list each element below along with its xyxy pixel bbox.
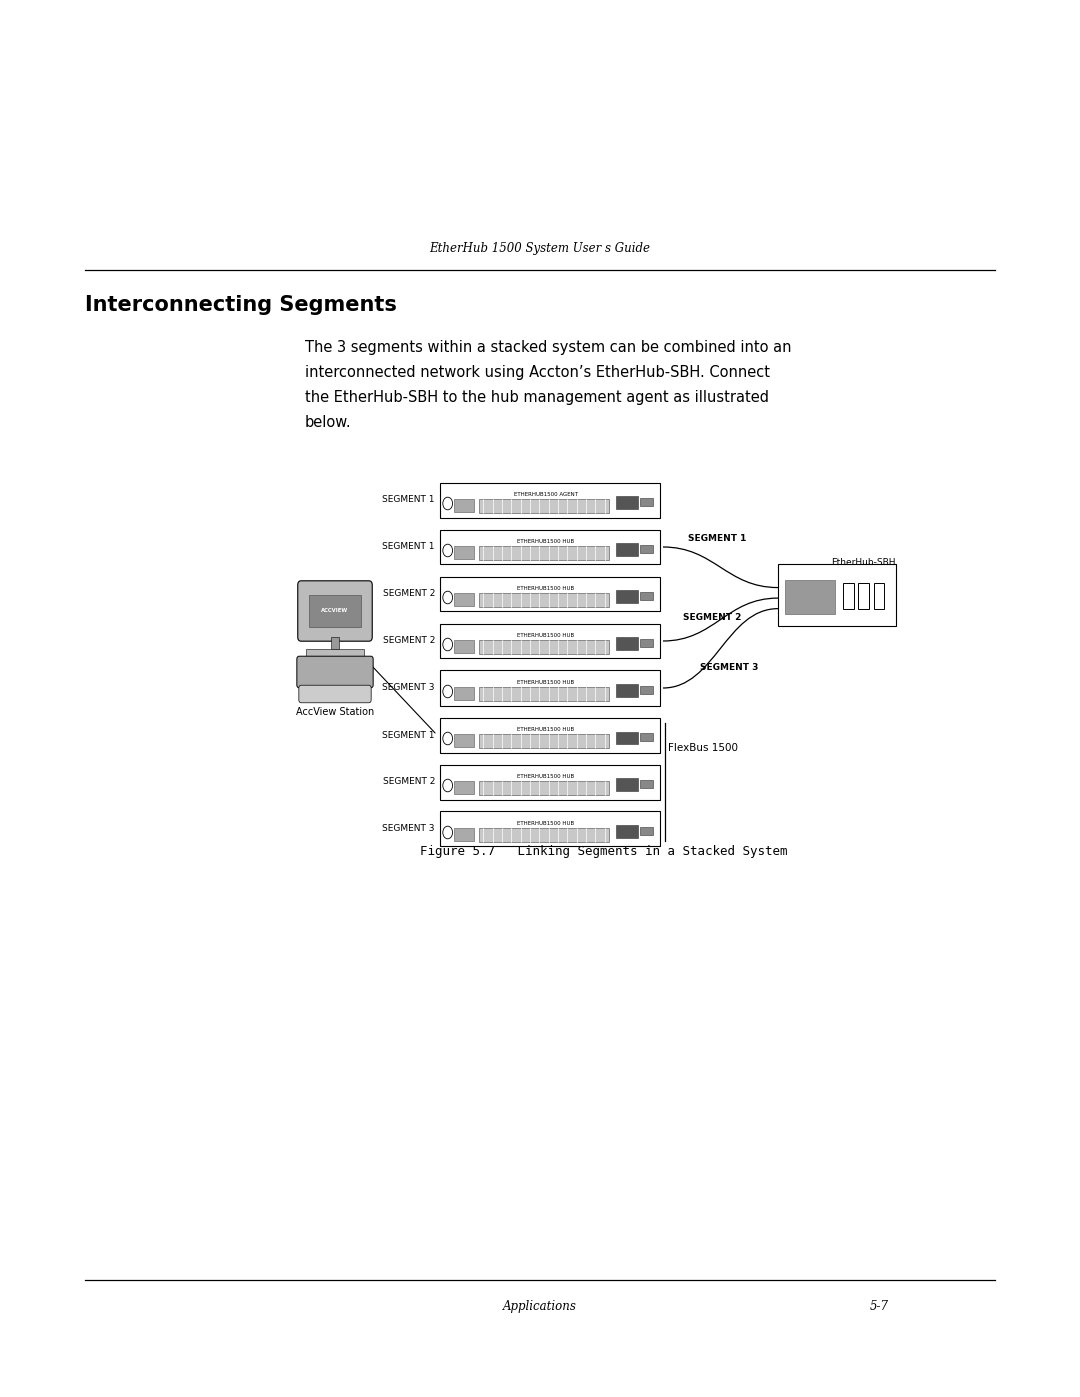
- Text: ETHERHUB1500 HUB: ETHERHUB1500 HUB: [517, 820, 575, 826]
- Bar: [640, 591, 653, 601]
- Text: SEGMENT 3: SEGMENT 3: [700, 664, 758, 672]
- Text: SEGMENT 2: SEGMENT 2: [382, 778, 435, 787]
- Text: ETHERHUB1500 HUB: ETHERHUB1500 HUB: [517, 585, 575, 591]
- Bar: [616, 778, 638, 791]
- Bar: [785, 580, 835, 613]
- Bar: [330, 637, 339, 650]
- Bar: [440, 812, 660, 847]
- Bar: [309, 595, 361, 627]
- Bar: [640, 545, 653, 553]
- Text: ETHERHUB1500 HUB: ETHERHUB1500 HUB: [517, 633, 575, 637]
- Text: ETHERHUB1500 HUB: ETHERHUB1500 HUB: [517, 679, 575, 685]
- Bar: [455, 592, 474, 606]
- Text: EtherHub-SBH: EtherHub-SBH: [832, 557, 896, 567]
- Text: ETHERHUB1500 HUB: ETHERHUB1500 HUB: [517, 726, 575, 732]
- Text: AccView Station: AccView Station: [296, 707, 374, 717]
- Text: SEGMENT 1: SEGMENT 1: [382, 542, 435, 552]
- Text: SEGMENT 2: SEGMENT 2: [683, 613, 741, 623]
- Bar: [874, 583, 885, 609]
- Bar: [455, 499, 474, 513]
- Bar: [455, 687, 474, 700]
- Bar: [306, 650, 364, 659]
- Bar: [478, 733, 609, 747]
- Bar: [440, 577, 660, 612]
- Bar: [478, 592, 609, 606]
- Text: The 3 segments within a stacked system can be combined into an: The 3 segments within a stacked system c…: [305, 339, 792, 355]
- Bar: [842, 583, 853, 609]
- Bar: [616, 637, 638, 650]
- Bar: [455, 640, 474, 654]
- Bar: [640, 686, 653, 694]
- Bar: [640, 732, 653, 742]
- Bar: [478, 546, 609, 560]
- Bar: [478, 827, 609, 841]
- Text: SEGMENT 1: SEGMENT 1: [688, 534, 746, 542]
- Bar: [478, 686, 609, 701]
- FancyBboxPatch shape: [299, 685, 372, 703]
- Bar: [440, 529, 660, 564]
- Bar: [478, 499, 609, 513]
- Bar: [640, 827, 653, 835]
- Text: ACCVIEW: ACCVIEW: [322, 609, 349, 613]
- Bar: [640, 497, 653, 506]
- Text: interconnected network using Accton’s EtherHub-SBH. Connect: interconnected network using Accton’s Et…: [305, 365, 770, 380]
- Bar: [616, 591, 638, 602]
- Text: SEGMENT 3: SEGMENT 3: [382, 683, 435, 693]
- Text: the EtherHub-SBH to the hub management agent as illustrated: the EtherHub-SBH to the hub management a…: [305, 390, 769, 405]
- Bar: [440, 623, 660, 658]
- Bar: [440, 764, 660, 799]
- Bar: [616, 685, 638, 697]
- Text: ETHERHUB1500 HUB: ETHERHUB1500 HUB: [517, 774, 575, 778]
- Bar: [455, 781, 474, 795]
- Text: Interconnecting Segments: Interconnecting Segments: [85, 295, 396, 314]
- Bar: [640, 780, 653, 788]
- FancyBboxPatch shape: [298, 581, 373, 641]
- Bar: [440, 482, 660, 517]
- Bar: [455, 546, 474, 559]
- Text: below.: below.: [305, 415, 352, 430]
- Bar: [859, 583, 868, 609]
- Text: SEGMENT 2: SEGMENT 2: [382, 637, 435, 645]
- Bar: [778, 564, 896, 626]
- Bar: [640, 638, 653, 647]
- Text: ETHERHUB1500 AGENT: ETHERHUB1500 AGENT: [514, 492, 578, 496]
- Bar: [440, 671, 660, 705]
- Text: Applications: Applications: [503, 1301, 577, 1313]
- Bar: [478, 781, 609, 795]
- Bar: [440, 718, 660, 753]
- Bar: [455, 733, 474, 747]
- Text: SEGMENT 3: SEGMENT 3: [382, 824, 435, 834]
- Bar: [616, 732, 638, 743]
- Text: SEGMENT 1: SEGMENT 1: [382, 731, 435, 739]
- FancyBboxPatch shape: [297, 657, 374, 687]
- Bar: [455, 828, 474, 841]
- Bar: [616, 543, 638, 556]
- Bar: [616, 826, 638, 838]
- Bar: [478, 640, 609, 654]
- Text: SEGMENT 1: SEGMENT 1: [382, 496, 435, 504]
- Text: FlexBus 1500: FlexBus 1500: [669, 743, 738, 753]
- Text: EtherHub 1500 System User s Guide: EtherHub 1500 System User s Guide: [430, 242, 650, 256]
- Text: Figure 5.7   Linking Segments in a Stacked System: Figure 5.7 Linking Segments in a Stacked…: [420, 845, 787, 858]
- Text: SEGMENT 2: SEGMENT 2: [382, 590, 435, 598]
- Text: ETHERHUB1500 HUB: ETHERHUB1500 HUB: [517, 539, 575, 543]
- Text: 5-7: 5-7: [870, 1301, 889, 1313]
- Bar: [616, 496, 638, 509]
